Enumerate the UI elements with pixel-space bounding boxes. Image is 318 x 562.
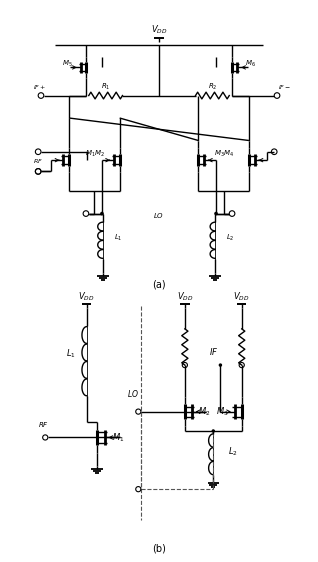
Text: $LO$: $LO$ bbox=[153, 211, 165, 220]
Circle shape bbox=[212, 430, 214, 432]
Text: $M_2$: $M_2$ bbox=[198, 405, 210, 418]
Text: $V_{DD}$: $V_{DD}$ bbox=[176, 290, 193, 302]
Text: $LO$: $LO$ bbox=[127, 388, 139, 400]
Text: $M_1$: $M_1$ bbox=[85, 149, 95, 159]
Text: $M_3$: $M_3$ bbox=[214, 149, 225, 159]
Text: $L_1$: $L_1$ bbox=[66, 347, 76, 360]
Text: $RF$: $RF$ bbox=[33, 157, 43, 165]
Text: $L_2$: $L_2$ bbox=[226, 233, 235, 243]
Text: $M_4$: $M_4$ bbox=[223, 149, 233, 159]
Text: $L_2$: $L_2$ bbox=[227, 445, 237, 458]
Text: $RF$: $RF$ bbox=[38, 420, 49, 429]
Text: $M_5$: $M_5$ bbox=[62, 59, 73, 69]
Text: $IF+$: $IF+$ bbox=[33, 83, 46, 90]
Text: $IF$: $IF$ bbox=[209, 346, 218, 357]
Circle shape bbox=[219, 364, 221, 366]
Text: $M_6$: $M_6$ bbox=[245, 59, 256, 69]
Text: $M_2$: $M_2$ bbox=[93, 149, 104, 159]
Circle shape bbox=[215, 212, 217, 215]
Text: (b): (b) bbox=[152, 544, 166, 554]
Text: $IF-$: $IF-$ bbox=[279, 83, 292, 90]
Text: $V_{DD}$: $V_{DD}$ bbox=[151, 24, 167, 36]
Text: $R_1$: $R_1$ bbox=[101, 81, 110, 92]
Text: $M_1$: $M_1$ bbox=[113, 431, 125, 443]
Text: (a): (a) bbox=[152, 279, 166, 289]
Text: $R_2$: $R_2$ bbox=[208, 81, 217, 92]
Text: $V_{DD}$: $V_{DD}$ bbox=[233, 290, 250, 302]
Text: $L_1$: $L_1$ bbox=[114, 233, 122, 243]
Text: $M_3$: $M_3$ bbox=[216, 405, 229, 418]
Text: $V_{DD}$: $V_{DD}$ bbox=[78, 290, 95, 302]
Circle shape bbox=[101, 212, 103, 215]
